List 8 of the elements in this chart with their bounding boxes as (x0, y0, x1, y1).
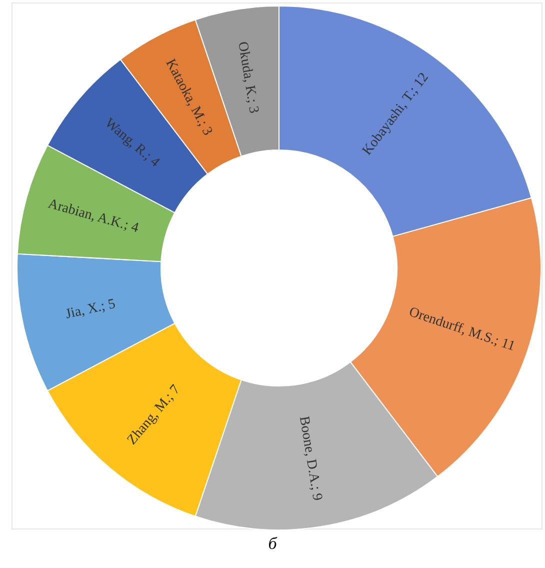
text: б (268, 534, 278, 553)
data-label: ; 3 (244, 98, 262, 114)
data-label: ; 11 (492, 334, 517, 354)
slice-label: Okuda, K. (234, 40, 259, 100)
data-label: ; 4 (122, 218, 140, 236)
data-label: ; 5 (100, 296, 117, 314)
slice-label: Boone, D.A. (296, 415, 322, 488)
data-label: ; 9 (307, 485, 325, 502)
